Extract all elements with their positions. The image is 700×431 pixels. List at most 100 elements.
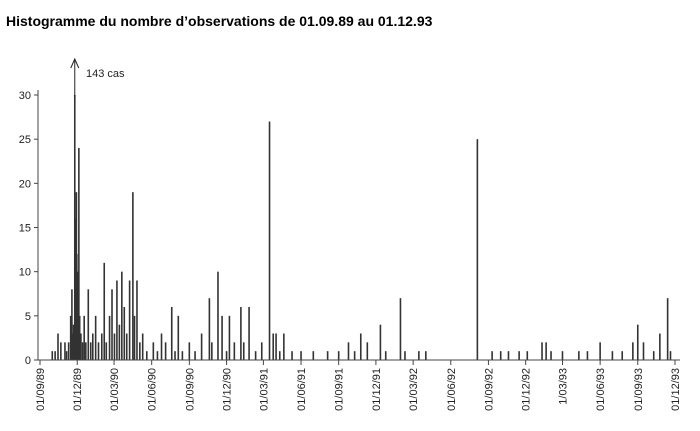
- x-tick-label: 01/06/92: [446, 368, 458, 411]
- bar: [278, 351, 281, 360]
- x-tick-label: 01/03/90: [109, 368, 121, 411]
- bar: [100, 333, 103, 360]
- bar: [228, 315, 231, 360]
- bar: [347, 342, 350, 360]
- bar: [254, 351, 257, 360]
- y-tick-label: 10: [19, 267, 31, 279]
- bar: [97, 342, 100, 360]
- bar: [291, 351, 293, 360]
- bar: [476, 139, 479, 360]
- bar: [561, 351, 564, 360]
- bar: [174, 351, 176, 360]
- y-tick-label: 30: [19, 90, 31, 102]
- bar: [81, 342, 84, 360]
- bar: [632, 342, 634, 360]
- bar: [248, 307, 250, 360]
- bar: [51, 351, 54, 360]
- bar: [164, 342, 167, 360]
- bar: [69, 315, 72, 360]
- bar: [152, 342, 155, 360]
- bar: [200, 333, 203, 360]
- bar: [384, 351, 387, 360]
- bar: [283, 333, 285, 360]
- bar: [669, 351, 672, 360]
- y-tick-label: 25: [19, 134, 31, 146]
- bars: [51, 95, 672, 360]
- bar: [71, 289, 73, 360]
- bar: [541, 342, 543, 360]
- bar: [621, 351, 624, 360]
- bar: [73, 95, 76, 360]
- bar: [526, 351, 529, 360]
- bar: [121, 271, 123, 360]
- bar: [89, 342, 92, 360]
- bar: [300, 351, 302, 360]
- bar: [599, 342, 601, 360]
- bar: [499, 351, 502, 360]
- bar: [211, 342, 213, 360]
- bar: [225, 351, 228, 360]
- bar: [268, 121, 271, 360]
- bar: [72, 324, 75, 360]
- bar: [208, 298, 211, 360]
- y-tick-label: 15: [19, 223, 31, 235]
- bar: [145, 351, 148, 360]
- bar: [636, 324, 639, 360]
- bar: [60, 342, 62, 360]
- bar: [260, 342, 263, 360]
- bar: [491, 351, 493, 360]
- bar: [111, 289, 113, 360]
- bar: [87, 289, 90, 360]
- bar: [404, 351, 406, 360]
- bar: [160, 333, 163, 360]
- annotation-arrowhead: [70, 57, 80, 69]
- y-tick-label: 5: [25, 311, 31, 323]
- bar: [611, 351, 614, 360]
- bar: [94, 315, 97, 360]
- bar: [353, 351, 356, 360]
- bar: [642, 342, 645, 360]
- bar: [77, 271, 79, 360]
- x-tick-label: 01/06/91: [296, 368, 308, 411]
- bar: [425, 351, 427, 360]
- bar: [242, 342, 245, 360]
- bar: [188, 342, 191, 360]
- bar: [221, 315, 223, 360]
- x-tick-label: 01/03/91: [258, 368, 270, 411]
- bar: [78, 148, 80, 360]
- bar: [312, 351, 315, 360]
- y-tick-label: 20: [19, 178, 31, 190]
- x-tick-label: 01/06/90: [147, 368, 159, 411]
- bar: [399, 298, 402, 360]
- bar: [366, 342, 369, 360]
- bar: [83, 315, 85, 360]
- bar: [652, 351, 655, 360]
- x-tick-label: 01/12/90: [222, 368, 234, 411]
- bar: [54, 351, 56, 360]
- bar: [132, 192, 134, 360]
- bar: [80, 333, 82, 360]
- bar: [659, 333, 661, 360]
- bar: [76, 307, 79, 360]
- x-tick-label: 01/09/92: [483, 368, 495, 411]
- bar: [108, 315, 111, 360]
- x-tick-label: 01/09/91: [334, 368, 346, 411]
- bar: [78, 315, 81, 360]
- bar: [123, 307, 126, 360]
- y-tick-label: 0: [25, 355, 31, 367]
- bar: [113, 333, 116, 360]
- bar: [217, 271, 219, 360]
- x-tick-label: 01/03/92: [408, 368, 420, 411]
- x-tick-label: 01/12/89: [72, 368, 84, 411]
- bar: [67, 342, 70, 360]
- bar: [103, 262, 106, 360]
- bar: [105, 342, 108, 360]
- bar: [337, 351, 340, 360]
- x-tick-label: 01/06/93: [595, 368, 607, 411]
- bar: [139, 342, 141, 360]
- x-tick-label: 01/09/93: [633, 368, 645, 411]
- bar: [116, 280, 118, 360]
- bar: [233, 342, 236, 360]
- bar: [507, 351, 510, 360]
